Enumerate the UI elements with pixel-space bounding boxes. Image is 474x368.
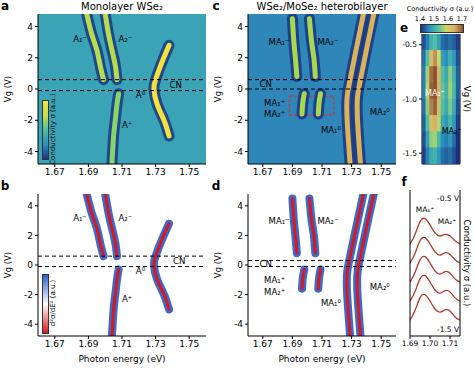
svg-text:-2: -2 [24,115,33,125]
svg-text:1.73: 1.73 [342,167,362,177]
svg-text:MA₁⁺: MA₁⁺ [416,205,435,214]
svg-text:MA₂⁺: MA₂⁺ [438,217,457,226]
svg-text:0: 0 [27,84,33,94]
svg-text:-4: -4 [24,147,33,157]
svg-text:MA₁⁺: MA₁⁺ [264,98,285,108]
svg-text:A⁺: A⁺ [122,120,132,130]
svg-text:1.71: 1.71 [112,167,132,177]
svg-text:2: 2 [27,53,33,63]
html-text:Vg (V): Vg (V) [2,251,13,279]
svg-text:A₁⁻: A₁⁻ [73,213,87,223]
svg-text:MA₂⁰: MA₂⁰ [370,282,391,292]
svg-text:A₂⁻: A₂⁻ [119,213,133,223]
svg-text:1.73: 1.73 [146,167,166,177]
svg-text:1.67: 1.67 [45,167,65,177]
svg-text:1.69: 1.69 [282,167,302,177]
html-text:Vg (V): Vg (V) [212,75,223,103]
svg-text:A₁⁻: A₁⁻ [73,34,87,44]
svg-text:1.69: 1.69 [78,339,98,349]
svg-text:1.69: 1.69 [402,339,419,348]
svg-text:4: 4 [237,201,243,211]
svg-text:0: 0 [27,260,33,270]
html-text:b: b [0,179,10,193]
svg-text:1.67: 1.67 [45,339,65,349]
html-text:Vg (V): Vg (V) [2,75,13,103]
svg-text:MA₁⁺: MA₁⁺ [264,275,285,285]
svg-text:0: 0 [237,260,243,270]
svg-text:MA₂⁺: MA₂⁺ [442,127,462,136]
svg-text:MA₂⁻: MA₂⁻ [317,37,338,47]
html-text:Photon energy (eV): Photon energy (eV) [78,353,166,364]
svg-text:-0.5: -0.5 [402,40,417,49]
svg-text:MA₂⁺: MA₂⁺ [264,109,285,119]
html-text:WSe₂/MoSe₂ heterobilayer: WSe₂/MoSe₂ heterobilayer [256,1,388,12]
html-text:f: f [401,175,407,189]
svg-text:MA₁⁻: MA₁⁻ [269,37,290,47]
html-text:e: e [399,21,409,35]
svg-text:4: 4 [27,201,33,211]
svg-text:0: 0 [237,84,243,94]
svg-text:A⁺: A⁺ [122,294,132,304]
svg-text:-2: -2 [234,115,243,125]
svg-text:1.75: 1.75 [179,339,199,349]
svg-text:-4: -4 [24,319,33,329]
svg-text:2: 2 [237,231,243,241]
html-text:a: a [0,0,10,13]
svg-text:A⁰: A⁰ [136,90,146,100]
svg-text:2: 2 [237,53,243,63]
svg-text:MA₁⁺: MA₁⁺ [425,89,445,98]
svg-text:1.69: 1.69 [78,167,98,177]
svg-text:1.71: 1.71 [312,167,332,177]
svg-text:2: 2 [27,231,33,241]
html-text:Conductivity σ (a.u.): Conductivity σ (a.u.) [462,219,473,307]
svg-text:1.73: 1.73 [342,339,362,349]
html-text:Vg (V): Vg (V) [212,251,223,279]
html-text:Conductivity σ (a.u.): Conductivity σ (a.u.) [406,4,474,13]
svg-text:1.70: 1.70 [422,339,439,348]
svg-text:1.69: 1.69 [282,339,302,349]
svg-text:1.67: 1.67 [253,339,273,349]
html-text:c: c [212,0,220,13]
svg-text:-0.5 V: -0.5 V [437,194,460,203]
svg-text:-1.5 V: -1.5 V [437,325,460,334]
svg-text:1.67: 1.67 [253,167,273,177]
svg-text:CN: CN [173,256,185,266]
svg-text:CN: CN [260,79,272,89]
svg-text:-1.0: -1.0 [402,95,417,104]
html-text:1.4 1.5 1.6 1.7: 1.4 1.5 1.6 1.7 [414,14,468,23]
svg-text:MA₂⁰: MA₂⁰ [370,107,391,117]
html-text:Vg (V): Vg (V) [462,85,473,113]
svg-text:4: 4 [237,22,243,32]
svg-text:-4: -4 [234,147,243,157]
html-text:Photon energy (eV): Photon energy (eV) [278,353,366,364]
svg-text:1.75: 1.75 [371,339,391,349]
html-text:d: d [211,179,221,193]
svg-text:CN: CN [260,259,272,269]
svg-text:1.73: 1.73 [146,339,166,349]
svg-text:MA₁⁻: MA₁⁻ [269,216,290,226]
svg-text:-2: -2 [24,290,33,300]
svg-text:1.71: 1.71 [312,339,332,349]
svg-text:MA₂⁻: MA₂⁻ [317,216,338,226]
svg-text:1.71: 1.71 [442,339,459,348]
html-text:Monolayer WSe₂: Monolayer WSe₂ [81,1,163,12]
svg-text:MA₁⁰: MA₁⁰ [321,298,342,308]
svg-text:-1.5: -1.5 [402,149,417,158]
svg-text:1.71: 1.71 [112,339,132,349]
svg-text:-4: -4 [234,319,243,329]
svg-text:1.75: 1.75 [179,167,199,177]
svg-text:4: 4 [27,22,33,32]
svg-text:A₂⁻: A₂⁻ [119,34,133,44]
html-text:Conductivity σ (a.u.): Conductivity σ (a.u.) [48,93,57,165]
svg-text:1.75: 1.75 [371,167,391,177]
svg-text:A⁰: A⁰ [136,266,146,276]
svg-text:MA₁⁰: MA₁⁰ [321,125,342,135]
svg-text:CN: CN [170,80,182,90]
html-text:d²σ/dE² (a.u.): d²σ/dE² (a.u.) [48,279,57,327]
svg-text:MA₂⁺: MA₂⁺ [264,287,285,297]
svg-text:-2: -2 [234,290,243,300]
